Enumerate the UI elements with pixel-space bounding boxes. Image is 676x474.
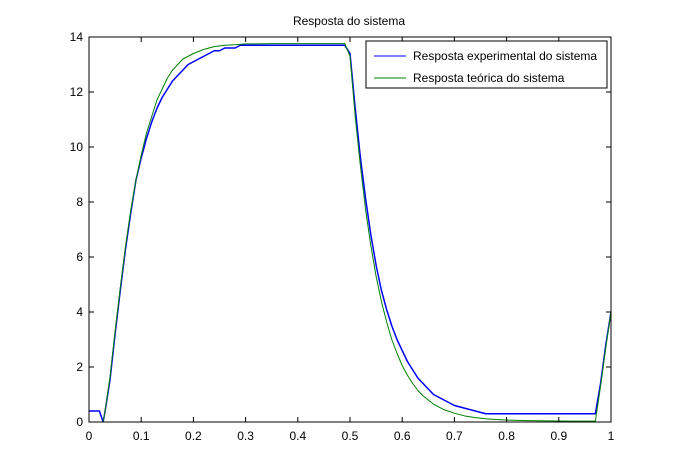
y-axis: 0 2 4 6 8 10 12 14 <box>70 30 611 429</box>
y-tick-label: 8 <box>76 195 83 209</box>
chart-title: Resposta do sistema <box>293 14 405 28</box>
legend-box <box>365 40 608 89</box>
x-tick-label: 0.9 <box>550 429 567 443</box>
x-tick-label: 0.5 <box>342 429 359 443</box>
x-tick-label: 0.1 <box>133 429 150 443</box>
y-tick-label: 4 <box>76 305 83 319</box>
series-line-theoretical <box>89 43 611 422</box>
x-tick-label: 0.8 <box>498 429 515 443</box>
y-tick-label: 10 <box>70 140 84 154</box>
x-tick-label: 0 <box>86 429 93 443</box>
legend: Resposta experimental do sistema Resposta… <box>365 40 608 89</box>
legend-label: Resposta teórica do sistema <box>413 71 565 85</box>
series-layer <box>89 43 611 422</box>
y-tick-label: 14 <box>70 30 84 44</box>
x-tick-label: 0.3 <box>237 429 254 443</box>
legend-label: Resposta experimental do sistema <box>413 49 597 63</box>
x-tick-label: 1 <box>608 429 615 443</box>
y-tick-label: 6 <box>76 250 83 264</box>
x-tick-label: 0.2 <box>185 429 202 443</box>
x-tick-label: 0.4 <box>289 429 306 443</box>
x-tick-label: 0.7 <box>446 429 463 443</box>
x-tick-label: 0.6 <box>394 429 411 443</box>
plot-area <box>89 37 611 422</box>
x-axis: 0 0.1 0.2 0.3 0.4 0.5 0.6 0.7 0.8 0.9 1 <box>86 37 615 443</box>
y-tick-label: 2 <box>76 360 83 374</box>
series-line-experimental <box>89 44 611 422</box>
y-tick-label: 0 <box>76 415 83 429</box>
y-tick-label: 12 <box>70 85 84 99</box>
